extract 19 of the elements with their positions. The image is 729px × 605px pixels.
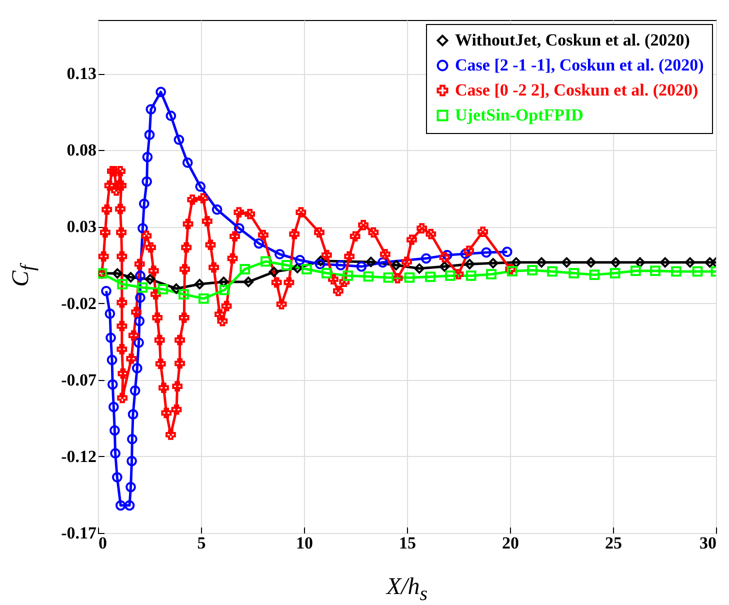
y-tick-label: -0.17: [61, 524, 97, 542]
x-tick-label: 30: [700, 534, 716, 552]
legend-label: UjetSin-OptFPID: [455, 106, 584, 124]
legend-label: Case [2 -1 -1], Coskun et al. (2020): [455, 56, 704, 74]
y-tick-label: 0.13: [66, 64, 96, 84]
x-tick-label: 0: [98, 534, 107, 552]
y-tick-label: 0.03: [66, 217, 96, 236]
x-tick-label: 15: [399, 534, 416, 552]
y-tick-label: -0.02: [61, 294, 96, 313]
x-tick-label: 20: [502, 534, 519, 552]
y-tick-label: -0.07: [61, 370, 97, 390]
x-tick-label: 10: [296, 534, 313, 552]
x-tick-label: 5: [197, 534, 206, 552]
legend-label: WithoutJet, Coskun et al. (2020): [455, 30, 690, 50]
legend-label: Case [0 -2 2], Coskun et al. (2020): [455, 80, 698, 100]
y-tick-label: -0.12: [61, 446, 96, 466]
x-axis-title: X/h$_{s}$: [386, 574, 428, 605]
x-tick-label: 25: [605, 534, 622, 552]
y-tick-label: 0.08: [66, 140, 96, 160]
